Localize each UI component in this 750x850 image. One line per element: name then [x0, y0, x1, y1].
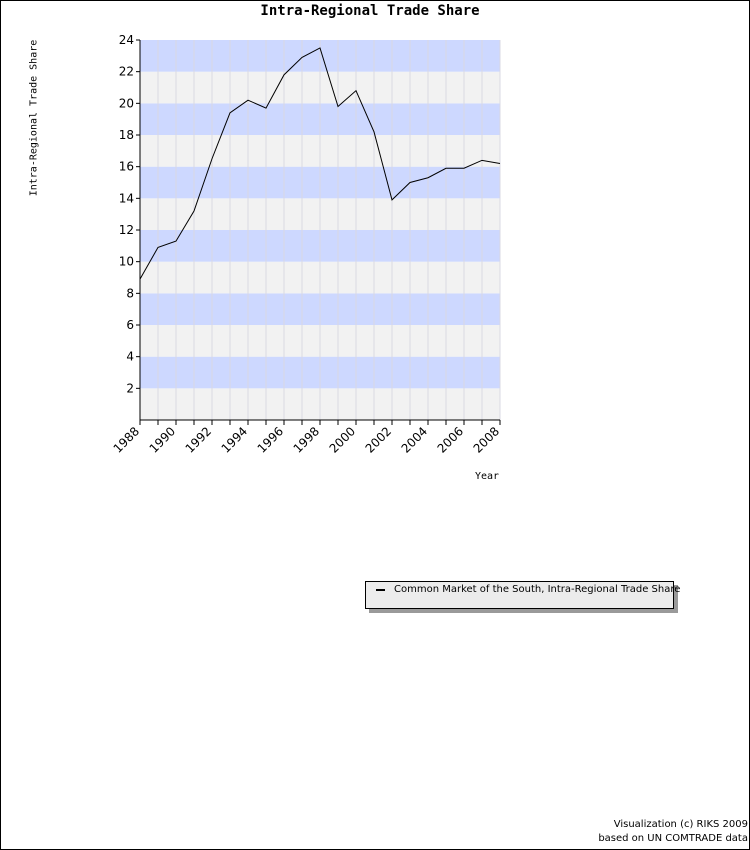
x-tick-label: 1996 — [255, 424, 286, 455]
x-tick-label: 2008 — [471, 424, 502, 455]
x-tick-label: 1990 — [147, 424, 178, 455]
x-tick-label: 2002 — [363, 424, 394, 455]
x-tick-label: 2004 — [399, 424, 430, 455]
y-tick-label: 12 — [119, 223, 134, 237]
y-tick-label: 22 — [119, 65, 134, 79]
y-tick-label: 20 — [119, 96, 134, 110]
chart-title: Intra-Regional Trade Share — [260, 3, 480, 19]
x-tick-label: 1994 — [219, 424, 250, 455]
legend-swatch — [376, 589, 385, 591]
y-tick-label: 18 — [119, 128, 134, 142]
x-tick-label: 1998 — [291, 424, 322, 455]
x-tick-label: 1992 — [183, 424, 214, 455]
legend: Common Market of the South, Intra-Region… — [365, 581, 680, 609]
legend-entry: Common Market of the South, Intra-Region… — [394, 584, 681, 595]
y-tick-label: 2 — [126, 381, 134, 395]
y-tick-label: 10 — [119, 255, 134, 269]
series-line — [139, 47, 501, 280]
x-axis-label: Year — [475, 471, 500, 482]
credit-line-2: based on UN COMTRADE data — [598, 833, 748, 844]
credit-line-1: Visualization (c) RIKS 2009 — [613, 819, 748, 830]
y-tick-label: 24 — [119, 33, 134, 47]
y-tick-label: 14 — [119, 191, 134, 205]
y-tick-label: 4 — [126, 350, 134, 364]
x-tick-label: 1988 — [111, 424, 142, 455]
x-tick-label: 2006 — [435, 424, 466, 455]
y-tick-label: 16 — [119, 160, 134, 174]
y-tick-label: 6 — [126, 318, 134, 332]
x-tick-label: 2000 — [327, 424, 358, 455]
y-tick-label: 8 — [126, 286, 134, 300]
